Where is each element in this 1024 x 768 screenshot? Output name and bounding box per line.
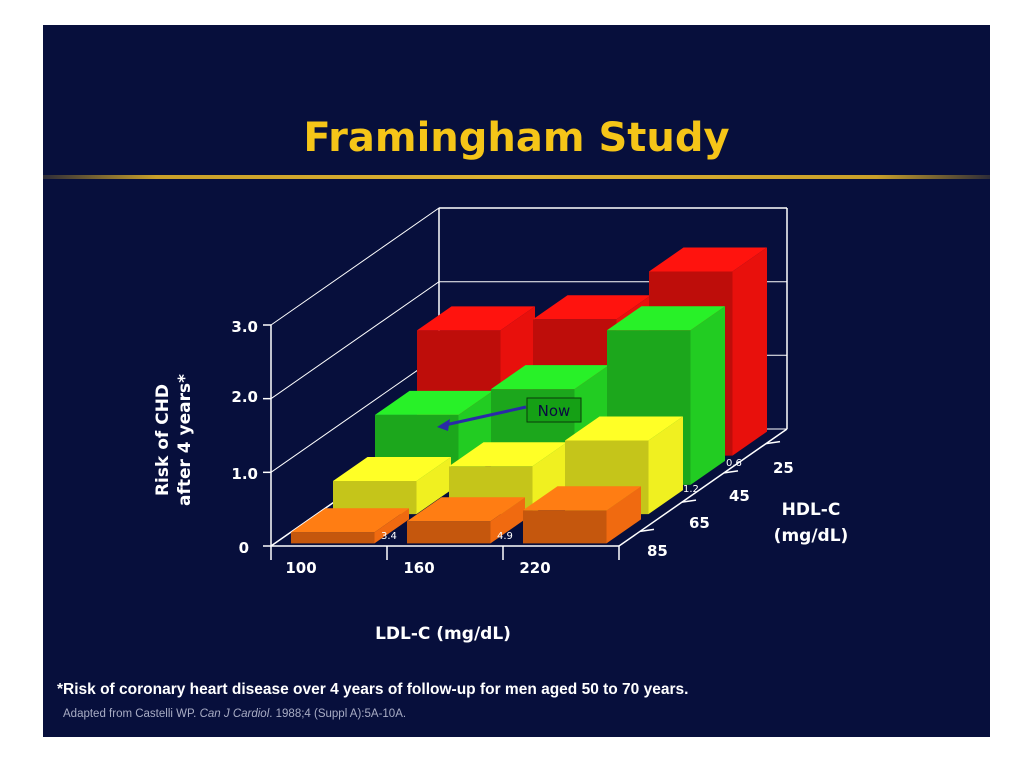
bar-side-face <box>606 486 641 544</box>
y-tick-label-3: 3.0 <box>231 318 258 336</box>
now-label: Now <box>538 402 571 420</box>
x-tick-label-160: 160 <box>403 559 434 577</box>
data-label-0-6: 0.6 <box>726 458 742 469</box>
z-tick-label-25: 25 <box>773 459 794 477</box>
bar-front-face <box>523 510 607 544</box>
bar-top-face <box>607 306 725 331</box>
bar-top-face <box>449 442 567 467</box>
bar-hdl65-ldl100 <box>333 457 451 515</box>
slide: Framingham Study 100 160 220 0 1.0 2.0 3… <box>43 25 990 737</box>
bar-hdl65-ldl220 <box>565 416 683 515</box>
z-axis-title-line1: HDL-C <box>782 500 841 520</box>
z-axis-tick-lines <box>639 440 781 533</box>
source-suffix: . 1988;4 (Suppl A):5A-10A. <box>269 708 407 720</box>
y-axis-title-line2: after 4 years* <box>175 374 195 506</box>
x-tick-label-220: 220 <box>519 559 550 577</box>
z-tick-65 <box>681 499 697 503</box>
bar-top-face <box>491 365 609 390</box>
bar-top-face <box>417 306 535 331</box>
z-tick-45 <box>723 470 739 474</box>
now-arrow-head <box>437 419 450 431</box>
z-tick-25 <box>765 440 781 445</box>
x-axis-title: LDL-C (mg/dL) <box>375 624 511 644</box>
slide-title: Framingham Study <box>303 115 730 161</box>
bar-top-face <box>649 247 767 272</box>
bar-side-face <box>648 416 683 515</box>
now-arrow-line <box>444 405 527 427</box>
footnote: *Risk of coronary heart disease over 4 y… <box>57 681 689 698</box>
z-axis-title-line2: (mg/dL) <box>774 526 849 546</box>
bar-side-face <box>732 247 767 456</box>
z-tick-label-45: 45 <box>729 487 750 505</box>
bar-side-face <box>416 457 451 515</box>
bars <box>291 247 767 544</box>
bar-front-face <box>407 521 491 544</box>
z-tick-label-85: 85 <box>647 542 668 560</box>
z-tick-label-65: 65 <box>689 514 710 532</box>
data-label-4-9: 4.9 <box>497 531 513 542</box>
y-tick-label-2: 2.0 <box>231 388 258 406</box>
source-prefix: Adapted from Castelli WP. <box>63 708 197 720</box>
bar-top-face <box>333 457 451 481</box>
chart-3d-bar: 100 160 220 0 1.0 2.0 3.0 25 45 65 85 3.… <box>153 207 849 644</box>
bar-top-face <box>523 486 641 511</box>
y-tick-label-1: 1.0 <box>231 465 258 483</box>
data-label-3-4: 3.4 <box>381 531 397 542</box>
bar-top-face <box>533 295 651 320</box>
bar-hdl85-ldl220 <box>523 486 641 544</box>
gridline-3 <box>270 207 787 326</box>
bar-front-face <box>291 532 375 544</box>
y-axis-title-line1: Risk of CHD <box>153 384 173 496</box>
bar-hdl85-ldl160 <box>407 497 525 544</box>
source-journal: Can J Cardiol <box>199 708 270 720</box>
bar-side-face <box>374 508 409 544</box>
bar-top-face <box>407 497 525 522</box>
bar-side-face <box>532 442 567 515</box>
now-annotation: Now <box>437 397 582 431</box>
bar-top-face <box>291 508 409 533</box>
bar-front-face <box>333 481 417 515</box>
bar-top-face <box>375 390 493 415</box>
z-axis-line <box>618 428 788 547</box>
data-label-1-2: 1.2 <box>683 484 699 495</box>
bar-hdl85-ldl100 <box>291 508 409 544</box>
bar-top-face <box>565 416 683 441</box>
title-divider <box>43 175 990 179</box>
now-label-box <box>526 397 582 423</box>
y-tick-label-0: 0 <box>239 539 249 557</box>
bar-side-face <box>690 306 725 485</box>
source-citation: Adapted from Castelli WP. Can J Cardiol.… <box>63 708 406 720</box>
bar-side-face <box>490 497 525 544</box>
x-tick-label-100: 100 <box>285 559 316 577</box>
z-tick-85 <box>639 528 655 533</box>
